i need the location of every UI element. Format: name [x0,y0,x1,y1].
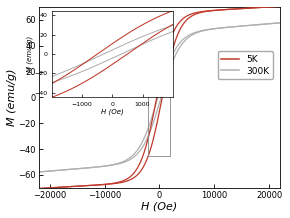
Bar [148,39,171,156]
Y-axis label: M (emu/g): M (emu/g) [7,69,17,126]
X-axis label: H (Oe): H (Oe) [141,201,177,211]
Legend: 5K, 300K: 5K, 300K [218,51,273,79]
